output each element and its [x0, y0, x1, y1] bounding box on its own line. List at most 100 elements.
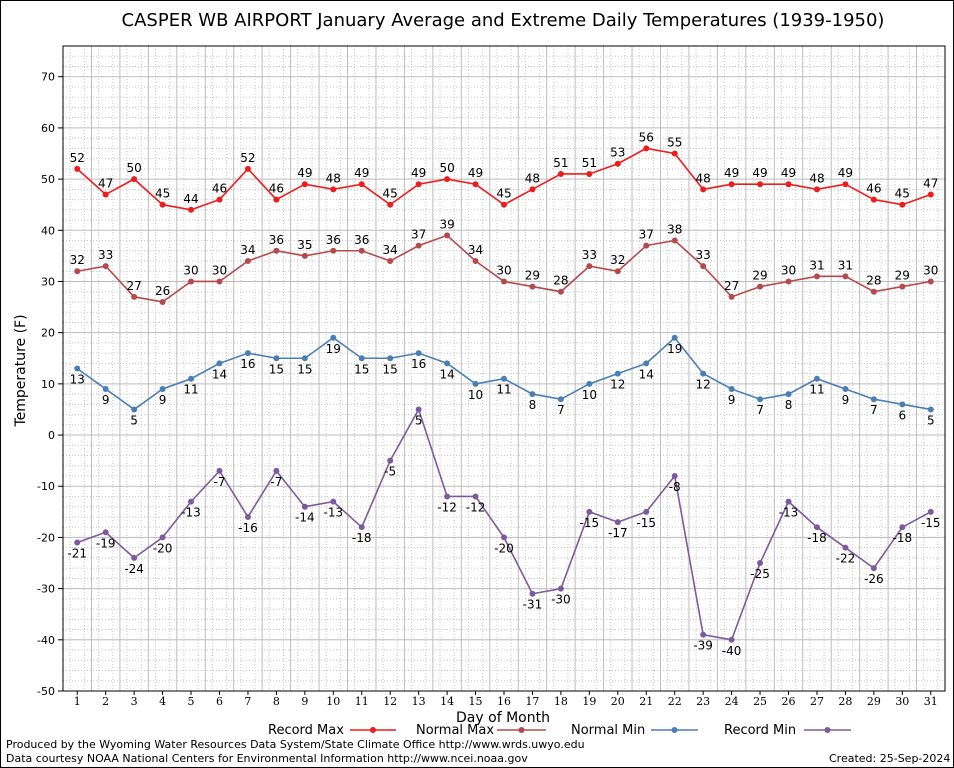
data-label-record-min: -13	[323, 506, 343, 520]
legend-marker-normal-max	[518, 727, 525, 733]
data-label-normal-min: 14	[212, 367, 227, 381]
x-tick-label: 25	[753, 695, 767, 708]
x-tick-label: 11	[355, 695, 369, 708]
data-label-record-max: 46	[212, 182, 227, 196]
data-point-record-max	[557, 170, 564, 177]
x-tick-label: 27	[810, 695, 824, 708]
data-point-record-min	[159, 534, 166, 541]
data-label-normal-max: 29	[895, 269, 910, 283]
data-label-normal-max: 27	[126, 279, 141, 293]
x-tick-label: 26	[782, 695, 796, 708]
data-point-record-max	[671, 150, 678, 157]
x-tick-label: 29	[867, 695, 881, 708]
x-tick-label: 4	[159, 695, 166, 708]
data-label-record-max: 48	[809, 171, 824, 185]
data-label-record-max: 52	[70, 151, 85, 165]
data-label-normal-max: 29	[752, 269, 767, 283]
data-point-normal-min	[614, 370, 621, 377]
data-label-record-min: -7	[213, 475, 225, 489]
data-label-record-max: 45	[383, 187, 398, 201]
data-point-record-min	[301, 503, 308, 510]
data-point-normal-max	[700, 263, 707, 270]
data-point-record-min	[671, 473, 678, 479]
data-point-normal-min	[728, 385, 735, 392]
data-point-record-max	[785, 181, 792, 188]
data-label-record-min: -18	[352, 531, 372, 545]
data-point-normal-max	[501, 278, 507, 285]
data-point-record-max	[131, 176, 138, 183]
x-axis-title: Day of Month	[456, 710, 550, 726]
data-point-record-min	[102, 529, 109, 536]
data-label-normal-min: 14	[639, 367, 654, 381]
y-tick-label: 60	[41, 122, 55, 135]
data-point-normal-min	[671, 334, 678, 341]
data-label-record-max: 49	[354, 166, 369, 180]
data-point-record-min	[813, 524, 820, 531]
data-point-normal-min	[159, 385, 166, 392]
data-label-normal-max: 32	[70, 253, 85, 267]
data-label-normal-max: 35	[297, 238, 312, 252]
data-point-normal-min	[757, 396, 764, 403]
data-point-record-min	[870, 565, 877, 572]
y-tick-label: 40	[41, 224, 55, 237]
data-label-record-min: -7	[270, 475, 282, 489]
data-point-normal-min	[643, 360, 650, 367]
data-point-normal-min	[273, 355, 280, 362]
data-label-normal-min: 11	[496, 383, 511, 397]
x-tick-label: 12	[383, 695, 397, 708]
data-point-normal-max	[757, 283, 764, 290]
data-point-normal-min	[301, 355, 308, 362]
data-point-record-max	[330, 186, 337, 193]
data-label-record-max: 52	[240, 151, 255, 165]
data-point-normal-max	[358, 247, 365, 254]
data-point-record-max	[700, 186, 707, 193]
data-label-record-min: -19	[96, 536, 116, 550]
plot-area	[63, 46, 945, 691]
data-point-record-min	[501, 534, 507, 541]
data-label-record-min: -12	[437, 500, 457, 514]
data-label-record-max: 49	[468, 166, 483, 180]
data-point-normal-max	[472, 258, 479, 264]
data-point-normal-max	[870, 288, 877, 295]
data-point-normal-min	[188, 375, 195, 382]
data-label-record-max: 55	[667, 136, 682, 150]
x-tick-label: 23	[696, 695, 710, 708]
data-label-normal-min: 12	[696, 378, 711, 392]
data-label-normal-max: 32	[610, 253, 625, 267]
data-label-normal-min: 11	[809, 383, 824, 397]
data-label-record-min: -24	[124, 562, 144, 576]
data-point-normal-max	[614, 268, 621, 275]
data-point-normal-max	[188, 278, 195, 285]
data-point-record-min	[131, 554, 138, 561]
data-label-normal-min: 8	[785, 398, 793, 412]
x-tick-label: 16	[497, 695, 511, 708]
data-point-record-max	[813, 186, 820, 193]
data-point-record-min	[728, 636, 735, 643]
data-point-normal-max	[842, 273, 849, 280]
legend-marker-normal-min	[671, 727, 678, 733]
data-label-normal-min: 9	[842, 393, 850, 407]
x-tick-label: 17	[525, 695, 539, 708]
data-label-record-min: -25	[750, 567, 770, 581]
data-label-record-max: 49	[752, 166, 767, 180]
data-point-record-min	[387, 457, 394, 464]
data-label-record-max: 45	[895, 187, 910, 201]
data-label-normal-max: 31	[809, 258, 824, 272]
data-point-record-min	[444, 493, 451, 500]
data-point-record-min	[273, 467, 280, 474]
data-point-record-max	[102, 191, 109, 198]
data-point-record-min	[586, 508, 593, 515]
data-point-normal-max	[813, 273, 820, 280]
data-label-record-min: -20	[153, 541, 173, 555]
data-point-record-min	[244, 513, 251, 520]
x-tick-label: 20	[611, 695, 625, 708]
data-label-record-max: 56	[639, 130, 654, 144]
data-point-record-min	[74, 539, 81, 546]
data-label-normal-min: 7	[557, 403, 565, 417]
data-label-normal-min: 7	[756, 403, 764, 417]
data-point-record-max	[586, 170, 593, 177]
x-tick-label: 7	[244, 695, 251, 708]
data-label-record-min: -40	[722, 644, 742, 658]
data-label-normal-min: 19	[326, 342, 341, 356]
